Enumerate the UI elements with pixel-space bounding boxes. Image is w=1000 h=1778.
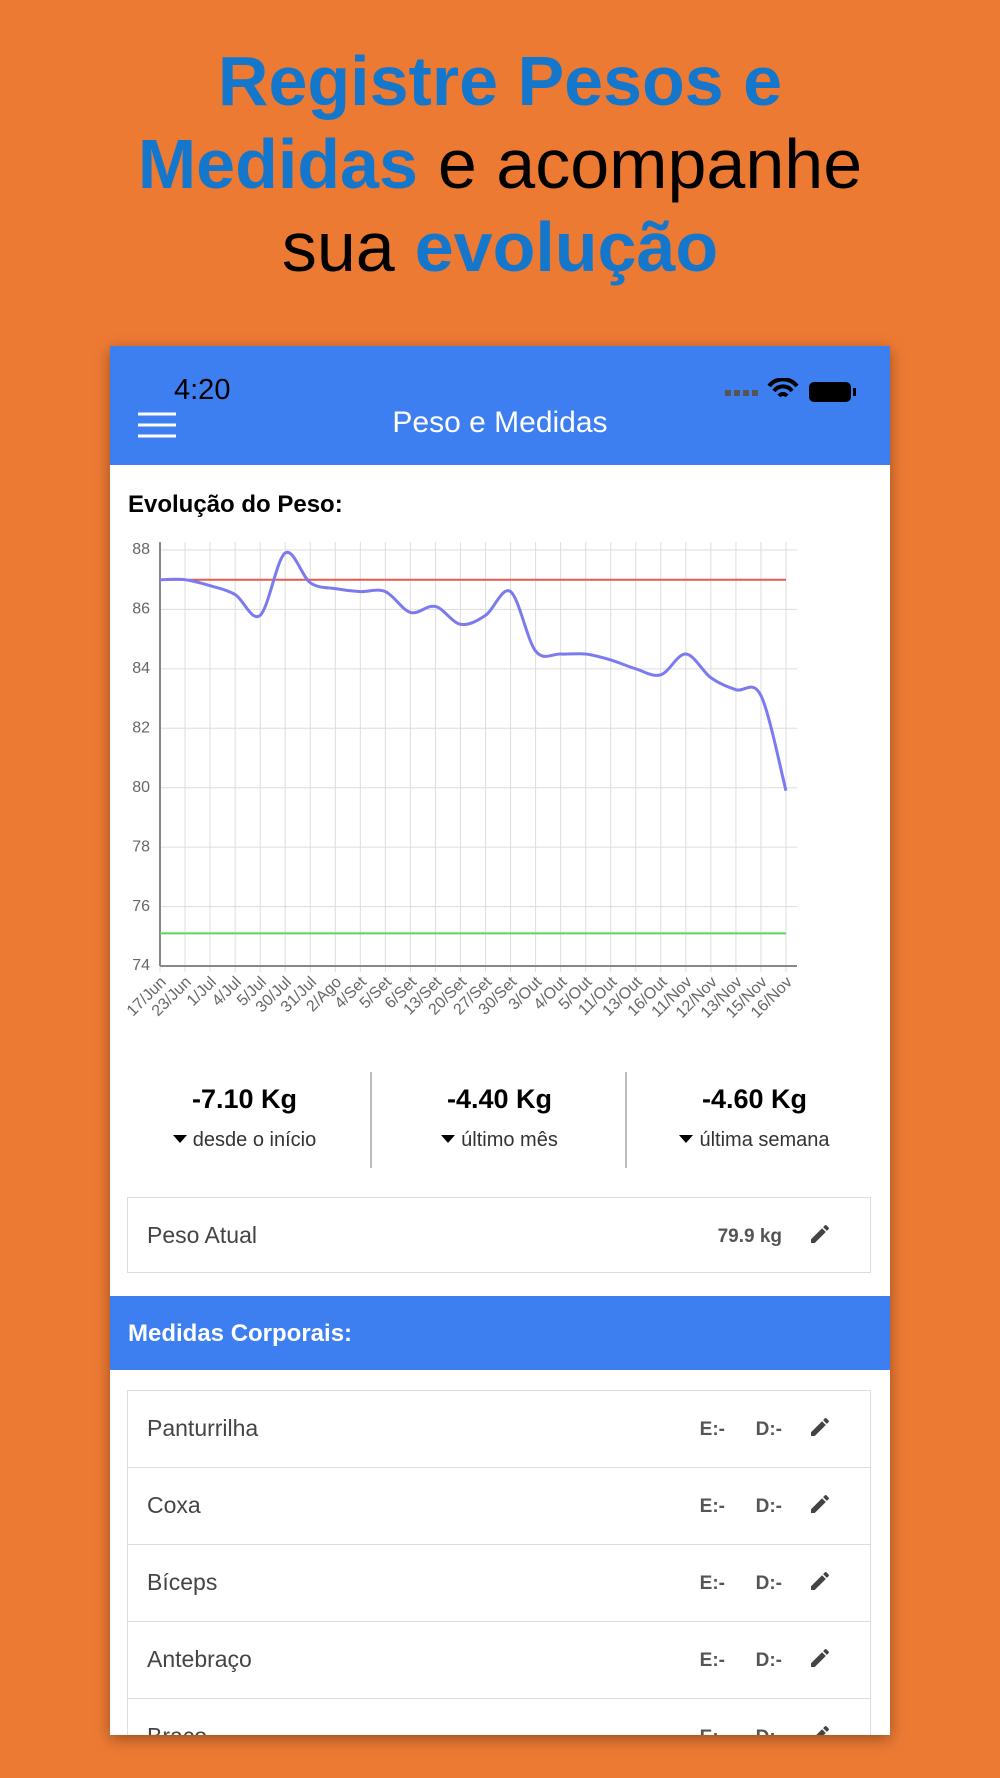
left-value: E:- [699,1573,725,1594]
measurement-row[interactable]: Panturrilha E:- D:- [127,1390,871,1468]
left-value: E:- [699,1419,725,1440]
app-bar: 4:20 Peso e Medidas [110,346,890,465]
measurement-row[interactable]: Braço E:- D:- [127,1698,871,1735]
chart: 747678808284868817/Jun23/Jun1/Jul4/Jul5/… [124,541,797,1022]
headline-text: e acompanhe [437,125,863,203]
stat: -4.60 Kg última semana [627,1084,882,1152]
stat-label: desde o início [117,1129,372,1152]
measurement-name: Braço [147,1723,207,1735]
y-tick-label: 80 [132,779,150,796]
status-icons [725,378,856,402]
measurement-row[interactable]: Bíceps E:- D:- [127,1544,871,1622]
right-value: D:- [755,1496,782,1517]
headline-line: sua evolução [0,206,1000,289]
headline-text: sua [281,208,395,286]
left-value: E:- [699,1496,725,1517]
stat: -4.40 Kg último mês [372,1084,627,1152]
edit-icon[interactable] [808,1646,832,1670]
headline-text: Medidas [137,125,418,203]
edit-icon[interactable] [808,1723,832,1735]
edit-icon[interactable] [808,1569,832,1593]
right-value: D:- [755,1419,782,1440]
label: Peso Atual [147,1222,257,1248]
measurement-name: Antebraço [147,1646,252,1672]
stat-label: última semana [627,1129,882,1152]
headline-line: Medidas e acompanhe [0,123,1000,206]
measurement-name: Bíceps [147,1569,218,1595]
weight-line [159,550,788,792]
divider [370,1072,372,1168]
y-tick-label: 88 [132,541,150,558]
section-header: Medidas Corporais: [110,1296,890,1370]
y-tick-label: 86 [132,601,150,618]
headline-line: Registre Pesos e [0,40,1000,123]
right-value: D:- [755,1573,782,1594]
y-tick-label: 74 [132,957,150,974]
y-tick-label: 78 [132,838,150,855]
headline-text: evolução [414,208,719,286]
phone-screen: 4:20 Peso e Medidas Evolução do Peso: 74… [110,346,890,1735]
chart-title: Evolução do Peso: [128,491,343,518]
menu-button[interactable] [138,410,178,440]
y-tick-label: 76 [132,898,150,915]
edit-icon[interactable] [808,1492,832,1516]
current-weight[interactable]: Peso Atual 79.9 kg [127,1197,871,1273]
app-title: Peso e Medidas [392,406,608,439]
edit-icon[interactable] [808,1415,832,1439]
headline: Registre Pesos e Medidas e acompanhe sua evo… [0,40,1000,289]
stat-value: -4.60 Kg [701,1084,808,1114]
headline-text: Registre Pesos e [217,42,783,120]
measurement-name: Coxa [147,1492,201,1518]
y-tick-label: 84 [132,660,150,677]
edit-icon[interactable] [808,1222,832,1246]
stat-label: último mês [372,1129,627,1152]
measurement-name: Panturrilha [147,1415,259,1441]
divider [625,1072,627,1168]
y-tick-label: 82 [132,720,150,737]
measurement-row[interactable]: Antebraço E:- D:- [127,1621,871,1699]
stat: -7.10 Kg desde o início [117,1084,372,1152]
left-value: E:- [700,1727,725,1735]
left-value: E:- [699,1650,725,1671]
stat-value: -4.40 Kg [446,1084,553,1114]
stat-value: -7.10 Kg [191,1084,298,1114]
section-title: Medidas Corporais: [128,1320,353,1347]
right-value: D:- [755,1650,782,1671]
measurement-row[interactable]: Coxa E:- D:- [127,1467,871,1545]
value: 79.9 kg [717,1226,782,1247]
right-value: D:- [756,1727,782,1735]
status-time: 4:20 [174,374,231,406]
